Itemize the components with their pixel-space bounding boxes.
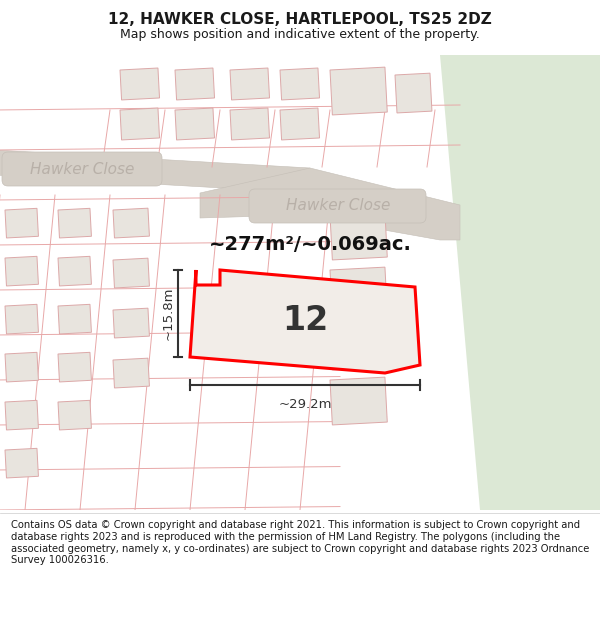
Polygon shape: [200, 168, 460, 240]
Polygon shape: [230, 68, 269, 100]
Polygon shape: [113, 308, 149, 338]
Polygon shape: [113, 358, 149, 388]
Polygon shape: [120, 68, 160, 100]
Polygon shape: [175, 108, 215, 140]
Text: ~29.2m: ~29.2m: [278, 398, 332, 411]
Polygon shape: [58, 304, 91, 334]
Text: Hawker Close: Hawker Close: [30, 161, 134, 176]
Polygon shape: [330, 67, 387, 115]
Polygon shape: [113, 258, 149, 288]
Polygon shape: [5, 448, 38, 478]
Text: 12: 12: [282, 304, 328, 336]
Text: Map shows position and indicative extent of the property.: Map shows position and indicative extent…: [120, 28, 480, 41]
Polygon shape: [58, 208, 91, 238]
Polygon shape: [120, 108, 160, 140]
Polygon shape: [190, 270, 420, 373]
Polygon shape: [58, 352, 91, 382]
Polygon shape: [330, 377, 387, 425]
Polygon shape: [330, 212, 387, 260]
Polygon shape: [440, 55, 600, 510]
Text: ~15.8m: ~15.8m: [161, 286, 175, 340]
Polygon shape: [175, 68, 215, 100]
Polygon shape: [58, 256, 91, 286]
Polygon shape: [5, 401, 38, 430]
Polygon shape: [5, 304, 38, 334]
FancyBboxPatch shape: [249, 189, 426, 223]
Text: ~277m²/~0.069ac.: ~277m²/~0.069ac.: [209, 236, 412, 254]
Text: Contains OS data © Crown copyright and database right 2021. This information is : Contains OS data © Crown copyright and d…: [11, 521, 589, 565]
Polygon shape: [330, 322, 387, 370]
Polygon shape: [230, 108, 269, 140]
Polygon shape: [113, 208, 149, 238]
Polygon shape: [58, 401, 91, 430]
Polygon shape: [395, 73, 432, 113]
Polygon shape: [330, 267, 387, 315]
Polygon shape: [5, 208, 38, 238]
Text: Hawker Close: Hawker Close: [286, 199, 390, 214]
FancyBboxPatch shape: [2, 152, 162, 186]
Text: 12, HAWKER CLOSE, HARTLEPOOL, TS25 2DZ: 12, HAWKER CLOSE, HARTLEPOOL, TS25 2DZ: [108, 12, 492, 27]
Polygon shape: [5, 256, 38, 286]
Polygon shape: [280, 108, 320, 140]
Polygon shape: [0, 150, 310, 193]
Polygon shape: [5, 352, 38, 382]
Polygon shape: [280, 68, 320, 100]
